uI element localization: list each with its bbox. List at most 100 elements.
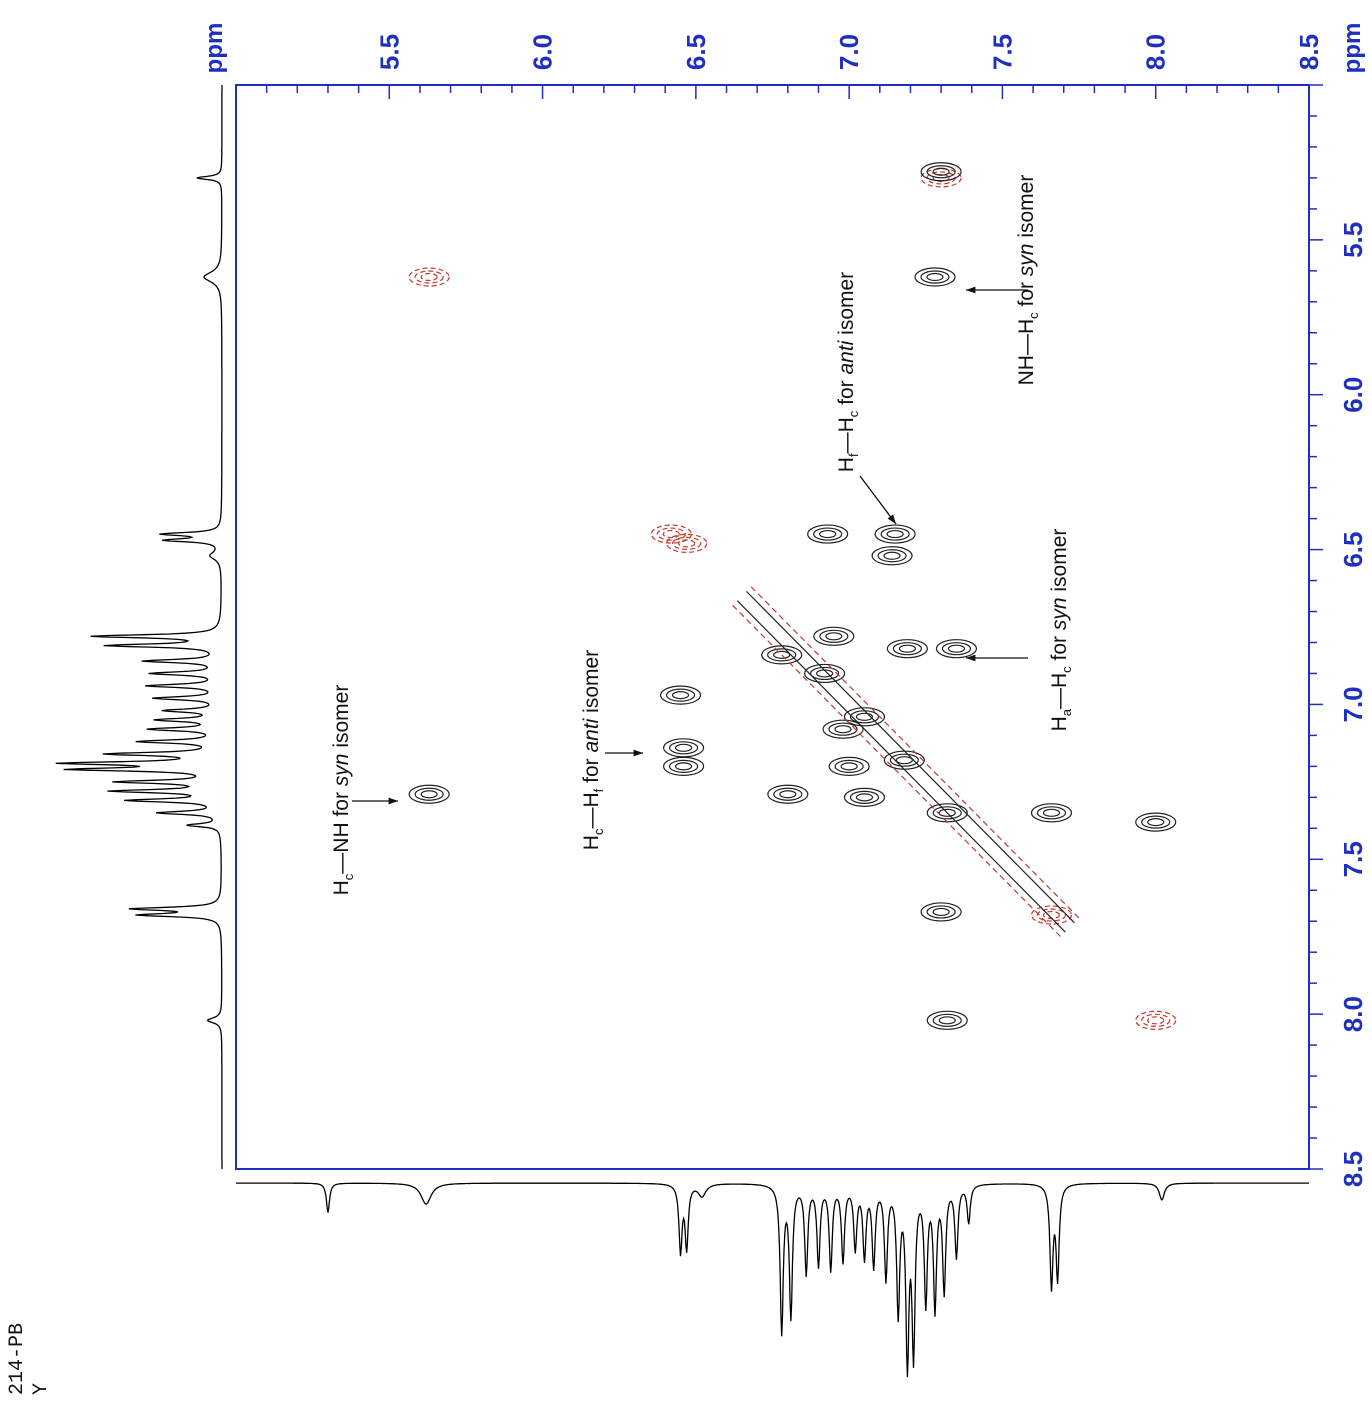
annotation-text: —H [835,417,858,453]
positive-cross-peak [1135,812,1177,832]
x-tick-label: 6.5 [681,34,711,70]
contour-level [871,546,913,566]
positive-cross-peak [1030,803,1073,823]
contour-level [414,787,444,801]
contour-level [886,529,904,539]
contour-level [1042,808,1061,817]
experiment-label-line: Y [30,1383,53,1395]
annotation-text: —NH for [330,786,353,874]
contour-level [941,642,972,656]
horizontal-projection-line [236,1182,1309,1378]
vertical-projection-line [55,85,223,1169]
contour-level [1147,1016,1165,1025]
positive-cross-peak [804,663,846,684]
annotation-main: H [835,457,858,472]
contour-level [767,784,809,804]
contour-level [773,787,803,801]
contour-level [889,753,919,767]
annotation-tail: isomer [835,272,858,341]
axis-labels: 5.5 6.0 6.5 7.0 7.5 8.0 8.5 5.5 6.0 6.5 7.0 7.5 8.0 8… [201,23,1368,1187]
contour-level [947,644,966,653]
annotation-arrow [859,475,897,525]
contour-level [1030,905,1073,925]
contour-level [819,629,849,643]
positive-cross-peak [659,685,702,705]
contour-level [1135,1010,1177,1030]
contour-level [807,524,849,544]
contour-level [886,639,928,659]
annotation-label: NH—Hc for syn isomer [1015,175,1041,386]
experiment-label-line: 214-PB [6,1323,29,1395]
diagonal-contour-line [736,600,1066,933]
positive-cross-peak [408,784,450,804]
annotation-italic: syn [1048,597,1071,630]
contour-level [932,167,950,176]
experiment-label: 214-PB Y [6,1323,53,1395]
annotation-label: Hc—Hf for anti isomer [580,650,606,850]
contour-level [834,759,864,773]
contour-level [1036,908,1067,922]
contour-level [662,756,705,776]
arrow-head [966,286,976,294]
annotation-label: Hf—Hc for anti isomer [835,272,861,472]
positive-cross-peak [920,162,962,182]
contour-level [656,527,686,541]
contour-level [935,639,978,659]
contour-level [920,162,962,182]
contour-level [926,165,956,179]
contour-level [668,741,699,755]
contour-level [932,1013,962,1027]
contour-level [804,663,846,684]
contour-level [668,759,699,773]
contour-level [659,685,702,705]
contour-level [1141,1013,1171,1027]
contour-level [671,691,690,700]
annotation-tail: isomer [580,650,603,719]
x-tick-label: 5.5 [374,34,404,70]
contour-peaks [408,162,1177,1030]
annotation-text: for [1048,630,1071,666]
contour-level [855,793,874,802]
annotation-text: —H [1048,673,1071,709]
annotation-main: H [330,880,353,895]
contour-level [932,907,950,917]
arrow-head [388,797,398,805]
horizontal-projection-trace [236,1182,1309,1378]
contour-level [767,648,797,662]
contour-level [825,632,843,641]
contour-level [662,529,680,539]
positive-cross-peak [662,756,705,776]
x-tick-label: 7.0 [834,34,864,70]
negative-cross-peak [408,267,450,287]
x-tick-label: 8.5 [1294,34,1324,70]
positive-cross-peak [843,787,886,807]
annotation-tail: isomer [330,685,353,754]
contour-level [678,539,696,548]
contour-level [828,722,858,736]
contour-level [672,536,702,550]
contour-level [895,756,913,765]
x-tick-label: 8.0 [1141,34,1171,70]
contour-level [938,1016,956,1025]
annotation-sub: c [1026,312,1041,319]
contour-level [828,756,870,776]
negative-cross-peak [666,533,708,553]
positive-cross-peak [828,756,870,776]
contour-level [665,688,696,702]
y-tick-label: 8.5 [1338,1151,1368,1187]
positive-cross-peak [871,546,913,566]
annotation-main: H [1048,716,1071,731]
contour-level [880,527,910,541]
diagonal-contour-line [732,604,1062,938]
contour-level [813,626,855,646]
plot-frame [235,84,1310,1170]
annotation-sub: f [846,453,861,457]
contour-level [779,790,797,799]
contour-level [855,712,874,721]
annotation-label: Hc—NH for syn isomer [330,685,356,896]
contour-level [666,533,708,553]
positive-cross-peak [920,902,962,922]
positive-cross-peak [914,267,956,287]
